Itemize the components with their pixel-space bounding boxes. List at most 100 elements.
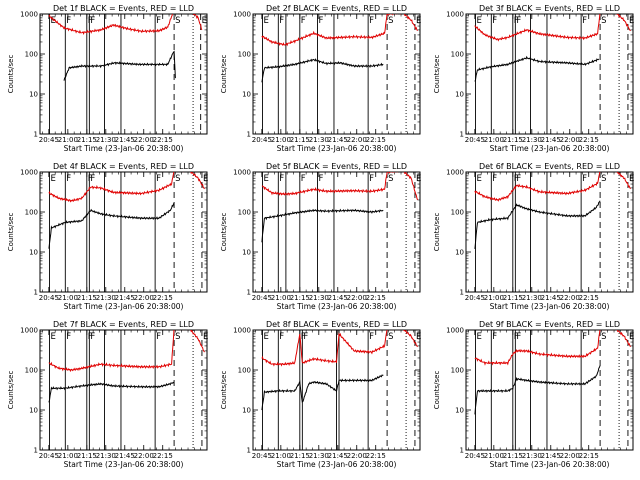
x-tick-label: 22:00 — [347, 452, 367, 460]
chart-title: Det 1f BLACK = Events, RED = LLD — [53, 4, 194, 13]
y-tick-label: 1000 — [233, 169, 251, 177]
marker-label: E — [416, 174, 421, 184]
y-tick-label: 100 — [238, 51, 251, 59]
x-axis-label: Start Time (23-Jan-06 20:38:00) — [490, 460, 610, 469]
y-tick-label: 1000 — [446, 169, 464, 177]
marker-label: F — [514, 332, 519, 342]
marker-label: F — [66, 332, 71, 342]
marker-label: F — [301, 332, 306, 342]
x-tick-label: 22:15 — [366, 136, 386, 144]
x-tick-label: 22:00 — [347, 294, 367, 302]
marker-label: E — [263, 16, 268, 26]
panel-det-3f: Det 3f BLACK = Events, RED = LLD Counts/s… — [433, 4, 634, 153]
marker-label: F — [90, 16, 95, 26]
x-tick-label: 21:45 — [115, 294, 135, 302]
marker-label: F — [88, 16, 93, 26]
series-lld — [261, 14, 418, 47]
x-tick-label: 20:45 — [39, 136, 59, 144]
chart-title: Det 4f BLACK = Events, RED = LLD — [53, 162, 194, 171]
x-axis-label: Start Time (23-Jan-06 20:38:00) — [277, 144, 397, 153]
x-tick-label: 20:45 — [39, 452, 59, 460]
y-axis-label: Counts/sec — [7, 371, 15, 410]
chart-title: Det 3f BLACK = Events, RED = LLD — [479, 4, 620, 13]
x-tick-label: 21:30 — [522, 452, 542, 460]
plot-frame — [465, 13, 634, 135]
x-axis-label: Start Time (23-Jan-06 20:38:00) — [277, 460, 397, 469]
x-tick-label: 21:15 — [503, 294, 523, 302]
x-tick-label: 22:15 — [579, 452, 599, 460]
plot-frame — [39, 171, 208, 293]
marker-label: F — [319, 16, 324, 26]
marker-label: E — [629, 332, 634, 342]
marker-label: F — [319, 174, 324, 184]
panel-det-7f: Det 7f BLACK = Events, RED = LLD Counts/s… — [7, 320, 208, 469]
marker-label: E — [50, 174, 55, 184]
series-lld — [261, 172, 418, 201]
marker-label: F — [301, 174, 306, 184]
marker-label: E — [416, 332, 421, 342]
series-events — [48, 381, 175, 403]
marker-label: E — [476, 16, 481, 26]
panel-det-1f: Det 1f BLACK = Events, RED = LLD Counts/s… — [7, 4, 208, 153]
marker-label: E — [629, 174, 634, 184]
panel-det-4f: Det 4f BLACK = Events, RED = LLD Counts/s… — [7, 162, 208, 311]
y-tick-label: 10 — [455, 249, 464, 257]
x-tick-label: 22:00 — [134, 294, 154, 302]
marker-label: E — [629, 16, 634, 26]
marker-label: F — [516, 16, 521, 26]
y-tick-label: 100 — [25, 367, 38, 375]
marker-label: F — [156, 16, 161, 26]
x-tick-label: 20:45 — [465, 136, 485, 144]
marker-label: F — [90, 174, 95, 184]
marker-label: F — [369, 174, 374, 184]
x-tick-label: 21:00 — [58, 294, 78, 302]
y-tick-label: 1000 — [233, 11, 251, 19]
x-tick-label: 22:15 — [579, 294, 599, 302]
marker-label: E — [476, 332, 481, 342]
x-tick-label: 21:15 — [503, 452, 523, 460]
series-events — [261, 208, 384, 243]
x-tick-label: 21:00 — [271, 294, 291, 302]
y-tick-label: 1 — [247, 289, 251, 297]
marker-label: S — [601, 174, 606, 184]
x-tick-label: 21:00 — [58, 452, 78, 460]
y-tick-label: 100 — [25, 51, 38, 59]
x-tick-label: 21:45 — [541, 294, 561, 302]
x-tick-label: 20:45 — [465, 294, 485, 302]
marker-label: F — [156, 174, 161, 184]
x-tick-label: 21:45 — [328, 136, 348, 144]
marker-label: E — [476, 174, 481, 184]
x-axis-label: Start Time (23-Jan-06 20:38:00) — [490, 144, 610, 153]
x-tick-label: 21:30 — [522, 136, 542, 144]
marker-label: F — [516, 332, 521, 342]
marker-label: F — [582, 174, 587, 184]
y-tick-label: 10 — [29, 91, 38, 99]
y-tick-label: 1 — [34, 447, 38, 455]
x-tick-label: 20:45 — [252, 452, 272, 460]
marker-label: F — [582, 16, 587, 26]
x-tick-label: 21:45 — [115, 452, 135, 460]
marker-label: S — [175, 332, 180, 342]
y-axis-label: Counts/sec — [7, 55, 15, 94]
x-tick-label: 21:30 — [309, 294, 329, 302]
marker-label: F — [279, 16, 284, 26]
y-tick-label: 1000 — [20, 327, 38, 335]
y-tick-label: 1000 — [446, 327, 464, 335]
y-tick-label: 1 — [460, 131, 464, 139]
y-tick-label: 1 — [247, 131, 251, 139]
marker-label: F — [279, 332, 284, 342]
marker-label: F — [66, 16, 71, 26]
series-events — [474, 365, 601, 415]
chart-title: Det 6f BLACK = Events, RED = LLD — [479, 162, 620, 171]
x-tick-label: 20:45 — [252, 136, 272, 144]
series-lld — [474, 172, 631, 202]
y-tick-label: 10 — [455, 91, 464, 99]
series-lld — [48, 14, 203, 35]
x-tick-label: 22:00 — [560, 136, 580, 144]
chart-title: Det 5f BLACK = Events, RED = LLD — [266, 162, 407, 171]
x-tick-label: 21:30 — [309, 136, 329, 144]
y-axis-label: Counts/sec — [433, 371, 441, 410]
x-tick-label: 21:15 — [77, 452, 97, 460]
plot-frame — [465, 171, 634, 293]
panel-det-6f: Det 6f BLACK = Events, RED = LLD Counts/s… — [433, 162, 634, 311]
